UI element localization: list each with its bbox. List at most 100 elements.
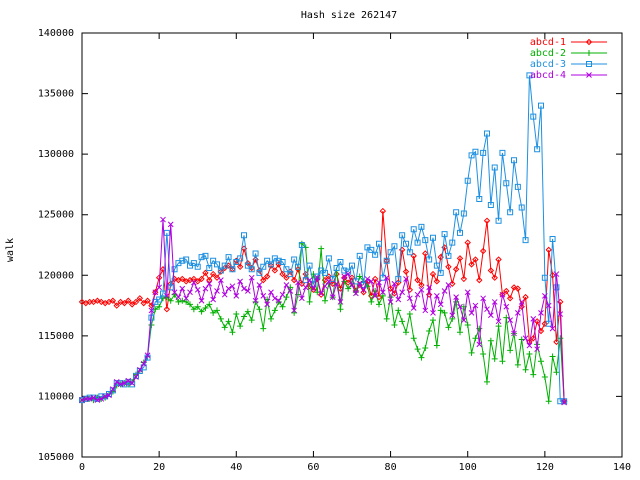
data-point bbox=[487, 202, 494, 209]
data-point bbox=[452, 266, 460, 273]
data-point bbox=[78, 298, 86, 306]
data-point bbox=[514, 285, 522, 292]
data-point bbox=[449, 312, 456, 319]
data-point bbox=[457, 229, 463, 236]
data-point bbox=[137, 366, 143, 373]
data-point bbox=[545, 398, 552, 405]
data-point bbox=[113, 302, 120, 309]
legend-marker bbox=[586, 61, 592, 67]
data-point bbox=[472, 256, 479, 263]
data-point bbox=[487, 267, 495, 274]
data-point bbox=[480, 149, 487, 156]
data-point bbox=[322, 283, 328, 290]
data-point bbox=[526, 351, 533, 358]
data-point bbox=[291, 256, 298, 263]
x-tick-label: 60 bbox=[307, 462, 319, 473]
data-point bbox=[271, 267, 279, 274]
y-tick-label: 120000 bbox=[38, 270, 74, 281]
data-point bbox=[418, 286, 425, 293]
legend-label: abcd-3 bbox=[530, 59, 566, 70]
data-point bbox=[418, 354, 425, 361]
data-point bbox=[538, 358, 544, 365]
legend-marker bbox=[586, 50, 592, 56]
data-point bbox=[252, 250, 259, 257]
data-point bbox=[148, 307, 155, 314]
data-point bbox=[426, 256, 433, 263]
data-point bbox=[271, 307, 278, 314]
data-point bbox=[514, 361, 521, 368]
data-point bbox=[190, 260, 197, 267]
data-point bbox=[187, 289, 193, 296]
data-point bbox=[264, 257, 271, 264]
data-point bbox=[445, 282, 452, 288]
y-tick-label: 130000 bbox=[38, 149, 74, 160]
data-point bbox=[406, 249, 413, 256]
data-point bbox=[422, 250, 429, 257]
data-point bbox=[503, 303, 510, 310]
data-point bbox=[318, 267, 325, 274]
data-point bbox=[376, 301, 382, 308]
data-point bbox=[225, 318, 232, 325]
data-point bbox=[106, 392, 112, 399]
data-point bbox=[241, 285, 247, 292]
data-point bbox=[267, 262, 275, 269]
data-point bbox=[530, 113, 537, 120]
data-point bbox=[430, 309, 436, 316]
data-point bbox=[499, 358, 506, 365]
data-point bbox=[167, 221, 174, 228]
data-point bbox=[129, 380, 135, 386]
data-point bbox=[545, 320, 552, 327]
data-point bbox=[418, 281, 425, 289]
data-point bbox=[557, 311, 564, 317]
data-point bbox=[133, 374, 139, 380]
series-line bbox=[81, 242, 565, 402]
x-tick-label: 140 bbox=[613, 462, 631, 473]
data-point bbox=[148, 321, 155, 328]
data-point bbox=[202, 285, 209, 292]
data-point bbox=[144, 354, 151, 361]
data-point bbox=[507, 317, 513, 323]
data-point bbox=[441, 288, 448, 294]
data-point bbox=[356, 273, 363, 280]
data-point bbox=[306, 262, 313, 269]
data-point bbox=[86, 395, 93, 402]
data-point bbox=[236, 263, 244, 271]
data-point bbox=[156, 303, 163, 310]
data-point bbox=[152, 289, 159, 296]
data-point bbox=[511, 157, 517, 164]
legend-marker bbox=[585, 38, 593, 46]
data-point bbox=[545, 302, 552, 309]
data-point bbox=[379, 274, 386, 281]
data-point bbox=[472, 148, 479, 155]
data-point bbox=[214, 261, 220, 268]
data-point bbox=[233, 293, 240, 299]
data-point bbox=[144, 297, 151, 304]
data-point bbox=[530, 316, 537, 322]
data-point bbox=[190, 275, 198, 283]
data-point bbox=[534, 146, 541, 153]
data-point bbox=[476, 341, 483, 348]
data-point bbox=[198, 254, 205, 261]
data-point bbox=[287, 271, 294, 278]
data-point bbox=[279, 270, 286, 278]
data-point bbox=[187, 262, 193, 269]
data-point bbox=[522, 237, 529, 244]
data-point bbox=[333, 265, 340, 272]
data-point bbox=[545, 246, 552, 254]
data-point bbox=[364, 276, 371, 282]
data-point bbox=[140, 299, 147, 307]
data-point bbox=[244, 308, 251, 315]
data-point bbox=[491, 355, 498, 362]
data-point bbox=[148, 314, 155, 321]
data-point bbox=[318, 245, 325, 252]
data-point bbox=[241, 313, 247, 320]
data-point bbox=[526, 72, 533, 79]
data-point bbox=[179, 285, 186, 292]
data-point bbox=[399, 318, 406, 325]
data-point bbox=[430, 317, 436, 324]
data-point bbox=[426, 328, 433, 335]
data-point bbox=[217, 268, 225, 275]
data-point bbox=[345, 268, 352, 275]
x-tick-label: 0 bbox=[79, 462, 85, 473]
data-point bbox=[283, 282, 290, 288]
